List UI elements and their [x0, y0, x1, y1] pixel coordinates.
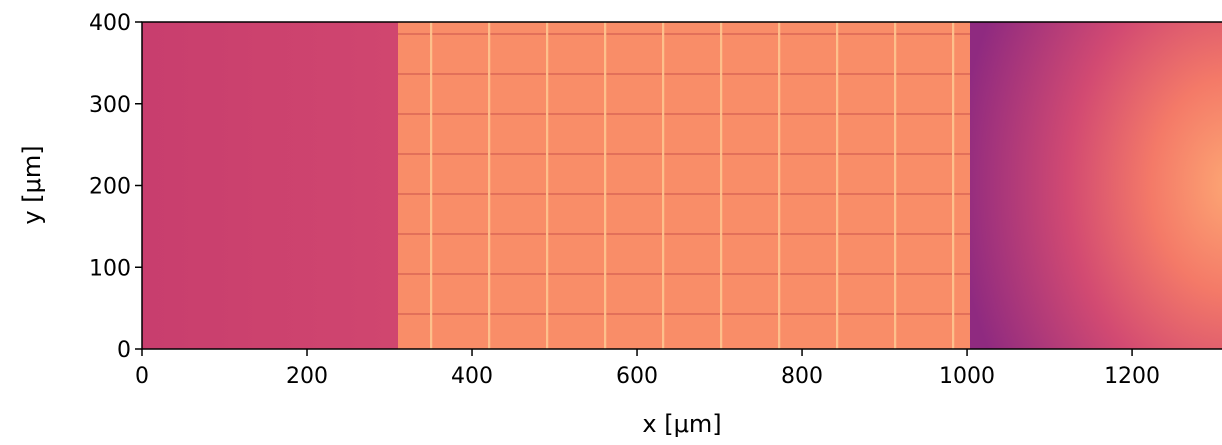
x-tick-label: 400: [451, 364, 493, 389]
x-tick-label: 1200: [1104, 364, 1160, 389]
x-axis-label: x [μm]: [642, 410, 721, 438]
x-tick-label: 200: [286, 364, 328, 389]
x-tick-label: 800: [781, 364, 823, 389]
y-tick-label: 400: [89, 11, 131, 36]
y-tick-label: 300: [89, 93, 131, 118]
x-tick-label: 0: [135, 364, 149, 389]
image: [142, 22, 1222, 349]
y-axis-label: y [μm]: [18, 145, 46, 224]
x-tick-label: 600: [616, 364, 658, 389]
y-tick-label: 100: [89, 256, 131, 281]
y-tick-label: 0: [117, 338, 131, 363]
y-tick-label: 200: [89, 175, 131, 200]
x-tick-label: 1000: [939, 364, 995, 389]
